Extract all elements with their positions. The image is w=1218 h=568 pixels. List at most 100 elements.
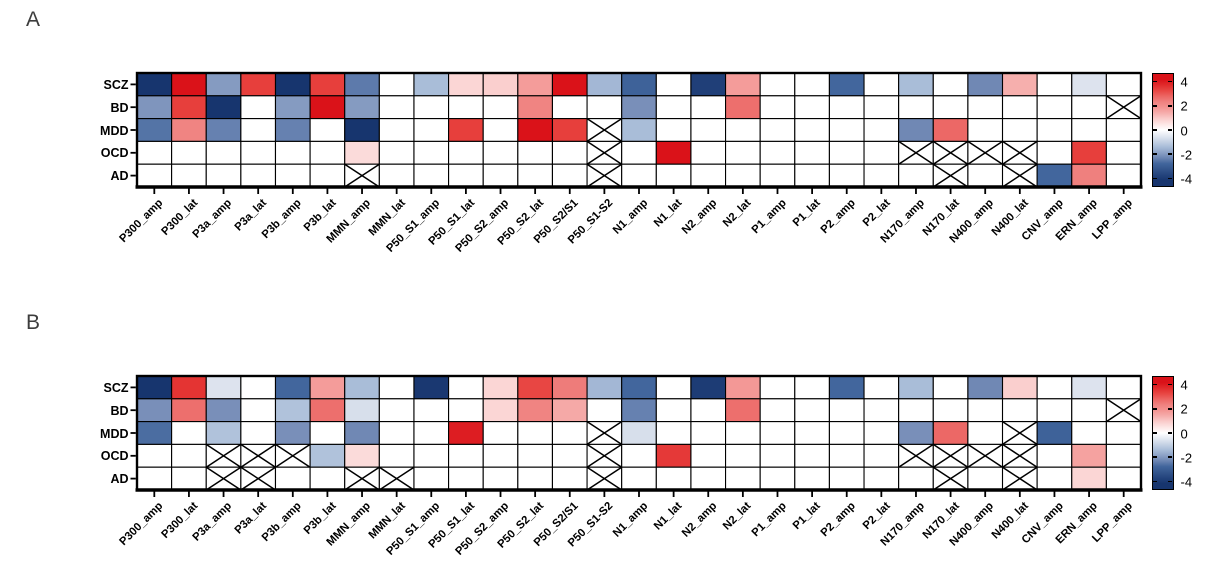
heatmap-cell [932, 375, 968, 400]
heatmap-cell [205, 72, 241, 97]
heatmap-cell [655, 72, 691, 97]
heatmap-cell [412, 72, 449, 97]
heatmap-cell [447, 72, 484, 97]
column-label: N1_lat [652, 500, 685, 533]
crossed-cell-mark [932, 140, 968, 165]
heatmap-cell [932, 421, 968, 445]
heatmap-cell [551, 466, 588, 491]
heatmap-cell [447, 443, 484, 468]
heatmap-cell [1105, 118, 1142, 142]
column-label: P300_amp [117, 500, 166, 549]
heatmap-cell [932, 118, 968, 142]
heatmap-cell [135, 375, 172, 400]
colorbar-tick-label: 4 [1180, 74, 1188, 90]
heatmap-cell [1070, 443, 1107, 468]
heatmap-cell [828, 163, 865, 188]
heatmap-cell [309, 466, 345, 491]
heatmap-cell [516, 443, 553, 468]
heatmap-cell [966, 421, 1003, 445]
heatmap-cell [1036, 398, 1072, 423]
heatmap-cell [516, 421, 553, 445]
heatmap-cell [793, 466, 830, 491]
heatmap-cell [170, 118, 207, 142]
heatmap-cell [205, 421, 241, 445]
heatmap-cell [966, 398, 1003, 423]
heatmap-cell [378, 118, 415, 142]
heatmap-cell [378, 398, 415, 423]
heatmap-cell [482, 375, 518, 400]
crossed-cell-mark [343, 466, 380, 491]
heatmap-cell [378, 95, 415, 120]
heatmap-cell [862, 421, 899, 445]
heatmap-cell [897, 375, 934, 400]
heatmap-cell [239, 163, 276, 188]
heatmap-cell [274, 72, 311, 97]
heatmap-cell [586, 398, 622, 423]
heatmap-cell [343, 140, 380, 165]
colorbar-tick [1167, 432, 1172, 434]
heatmap-cell [689, 118, 726, 142]
heatmap-cell [724, 163, 761, 188]
heatmap-cell [447, 421, 484, 445]
heatmap-cell [655, 375, 691, 400]
heatmap-cell [862, 466, 899, 491]
column-label: P2_amp [818, 500, 858, 540]
heatmap-cell [689, 466, 726, 491]
colorbar-tick-label: 2 [1180, 401, 1188, 417]
heatmap-cell [135, 443, 172, 468]
heatmap-cell [239, 140, 276, 165]
heatmap-cell [897, 398, 934, 423]
colorbar-tick [1167, 383, 1172, 386]
heatmap-cell [274, 375, 311, 400]
crossed-cell-mark [1001, 420, 1038, 446]
heatmap-cell [793, 163, 830, 188]
heatmap-cell [482, 72, 518, 97]
heatmap-cell [135, 466, 172, 491]
heatmap-cell [1036, 375, 1072, 400]
heatmap-cell [586, 375, 622, 400]
heatmap-cell [551, 140, 588, 165]
heatmap-cell [239, 72, 276, 97]
heatmap-cell [966, 163, 1003, 188]
heatmap-cell [932, 398, 968, 423]
heatmap-cell [966, 95, 1003, 120]
heatmap-cell [689, 163, 726, 188]
heatmap-cell [655, 398, 691, 423]
row-label-ad: AD [110, 472, 129, 487]
heatmap-cell [412, 118, 449, 142]
heatmap-cell [309, 140, 345, 165]
heatmap-cell [412, 140, 449, 165]
heatmap-cell [309, 443, 345, 468]
colorbar-tick [1153, 104, 1158, 107]
heatmap-cell [655, 421, 691, 445]
colorbar-tick [1153, 177, 1158, 180]
heatmap-cell [724, 118, 761, 142]
heatmap-cell [586, 95, 622, 120]
heatmap-cell [966, 375, 1003, 400]
column-label: N2_lat [721, 197, 754, 230]
heatmap-cell [1001, 118, 1038, 142]
heatmap-cell [655, 95, 691, 120]
heatmap-cell [724, 140, 761, 165]
heatmap-cell [551, 163, 588, 188]
heatmap-cell [135, 421, 172, 445]
heatmap-cell [689, 140, 726, 165]
heatmap-cell [1070, 118, 1107, 142]
heatmap-cell [170, 443, 207, 468]
heatmap-cell [828, 72, 865, 97]
heatmap-cell [793, 140, 830, 165]
crossed-cell-mark [274, 443, 311, 468]
panel-b-label: B [26, 311, 41, 334]
heatmap-cell [828, 466, 865, 491]
heatmap-cell [828, 398, 865, 423]
heatmap-cell [1105, 443, 1142, 468]
colorbar [1151, 376, 1174, 490]
heatmap-cell [655, 140, 691, 165]
colorbar-tick [1153, 432, 1158, 434]
heatmap-cell [1105, 466, 1142, 491]
crossed-cell-mark [966, 443, 1003, 468]
row-label-ocd: OCD [100, 449, 129, 464]
heatmap-cell [274, 95, 311, 120]
column-label: N2_amp [679, 500, 720, 540]
heatmap-cell [1036, 95, 1072, 120]
